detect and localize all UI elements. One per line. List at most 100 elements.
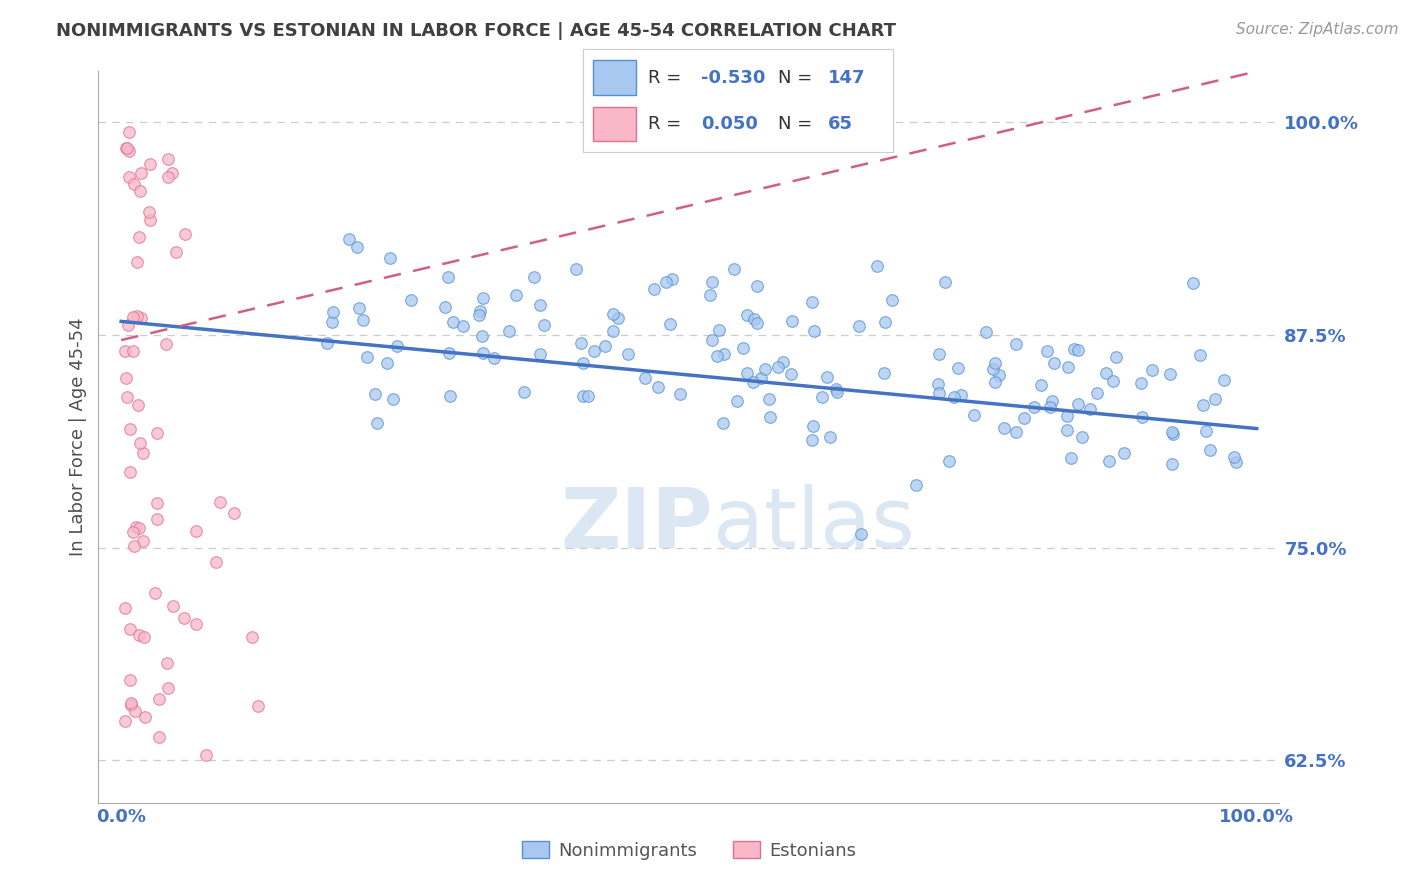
Point [725,394,748,409]
Point [1140,362,1163,376]
Point [772,355,794,369]
Point [118,125,141,139]
Point [825,382,848,396]
Point [498,324,520,338]
Point [749,370,772,384]
Point [529,298,551,312]
Point [482,351,505,365]
Point [1094,366,1116,380]
Point [1199,443,1222,458]
Point [735,308,758,322]
Point [513,384,536,399]
Point [366,416,388,430]
Point [571,389,593,403]
Text: R =: R = [648,69,682,87]
Point [754,362,776,376]
Point [145,425,167,440]
Point [766,359,789,374]
Point [129,184,152,198]
Point [758,392,780,407]
Point [114,714,136,728]
Point [1159,368,1181,382]
Point [1022,400,1045,414]
Text: R =: R = [648,115,682,133]
Point [166,245,188,260]
Point [115,141,138,155]
Point [1056,409,1078,423]
Point [162,599,184,614]
Point [139,157,162,171]
Point [711,417,734,431]
Text: Source: ZipAtlas.com: Source: ZipAtlas.com [1236,22,1399,37]
Point [471,328,494,343]
Point [849,527,872,541]
Point [114,601,136,615]
Y-axis label: In Labor Force | Age 45-54: In Labor Force | Age 45-54 [69,318,87,557]
Point [195,747,218,762]
Point [352,313,374,327]
Point [1056,423,1078,437]
Point [1031,378,1053,392]
Point [974,326,997,340]
Legend: Nonimmigrants, Estonians: Nonimmigrants, Estonians [515,834,863,867]
Point [993,421,1015,435]
Point [1112,446,1135,460]
Point [122,344,145,359]
Point [120,698,142,712]
Point [905,478,928,492]
Point [983,362,1005,376]
Point [669,387,692,401]
Point [988,368,1011,383]
Point [1005,337,1028,351]
Point [375,356,398,370]
Point [1098,454,1121,468]
Point [984,375,1007,389]
Point [322,305,344,319]
Point [595,339,617,353]
Point [346,240,368,254]
Point [602,325,624,339]
Point [1067,343,1090,357]
Point [124,704,146,718]
Point [118,170,141,185]
Point [468,308,491,322]
Point [1130,410,1153,425]
Point [706,349,728,363]
Point [735,367,758,381]
Point [128,628,150,642]
Point [1161,457,1184,471]
Point [129,435,152,450]
Point [184,524,207,539]
Point [205,554,228,568]
Point [1040,393,1063,408]
Point [115,141,138,155]
Point [139,213,162,227]
Point [364,387,387,401]
Point [1060,450,1083,465]
Point [132,533,155,548]
Point [707,323,730,337]
Point [173,610,195,624]
Text: -0.530: -0.530 [702,69,765,87]
Point [713,346,735,360]
Point [120,673,142,687]
Text: 147: 147 [828,69,865,87]
Point [873,314,896,328]
Point [943,390,966,404]
Point [569,335,592,350]
Point [436,270,458,285]
Point [803,324,825,338]
Point [118,466,141,480]
Point [564,262,586,277]
Point [880,293,903,307]
Point [143,586,166,600]
Point [950,388,973,402]
Point [1161,425,1184,439]
Point [156,681,179,696]
Point [347,301,370,316]
Point [160,166,183,180]
Point [938,453,960,467]
Point [661,272,683,286]
Text: 0.050: 0.050 [702,115,758,133]
Point [321,315,343,329]
